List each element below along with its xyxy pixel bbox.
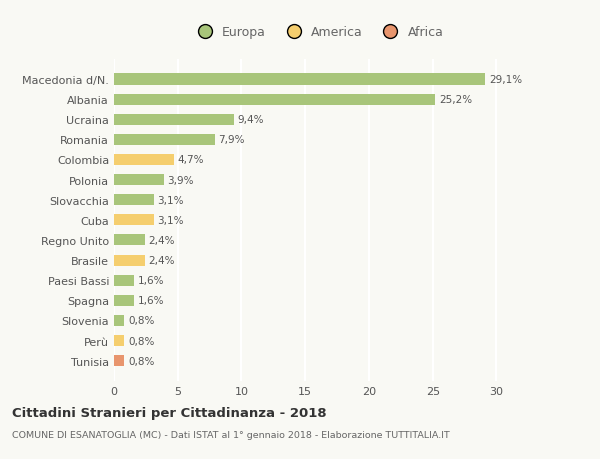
Text: 4,7%: 4,7% bbox=[178, 155, 204, 165]
Bar bbox=[114, 235, 145, 246]
Bar bbox=[114, 134, 215, 146]
Bar bbox=[114, 295, 134, 306]
Bar bbox=[114, 255, 145, 266]
Bar bbox=[114, 355, 124, 366]
Bar bbox=[114, 74, 485, 85]
Text: 0,8%: 0,8% bbox=[128, 356, 154, 366]
Text: 2,4%: 2,4% bbox=[148, 256, 175, 265]
Text: COMUNE DI ESANATOGLIA (MC) - Dati ISTAT al 1° gennaio 2018 - Elaborazione TUTTIT: COMUNE DI ESANATOGLIA (MC) - Dati ISTAT … bbox=[12, 430, 450, 439]
Text: 7,9%: 7,9% bbox=[218, 135, 245, 145]
Bar bbox=[114, 155, 174, 166]
Text: 3,1%: 3,1% bbox=[157, 215, 184, 225]
Text: 1,6%: 1,6% bbox=[138, 296, 165, 306]
Legend: Europa, America, Africa: Europa, America, Africa bbox=[187, 21, 449, 44]
Bar bbox=[114, 114, 234, 125]
Text: 29,1%: 29,1% bbox=[489, 75, 522, 85]
Text: 0,8%: 0,8% bbox=[128, 316, 154, 326]
Bar bbox=[114, 315, 124, 326]
Bar bbox=[114, 195, 154, 206]
Text: 0,8%: 0,8% bbox=[128, 336, 154, 346]
Bar bbox=[114, 275, 134, 286]
Bar bbox=[114, 174, 164, 186]
Text: 2,4%: 2,4% bbox=[148, 235, 175, 246]
Text: 1,6%: 1,6% bbox=[138, 275, 165, 285]
Text: 25,2%: 25,2% bbox=[439, 95, 472, 105]
Text: 9,4%: 9,4% bbox=[238, 115, 264, 125]
Bar bbox=[114, 335, 124, 346]
Text: 3,1%: 3,1% bbox=[157, 195, 184, 205]
Text: 3,9%: 3,9% bbox=[167, 175, 194, 185]
Text: Cittadini Stranieri per Cittadinanza - 2018: Cittadini Stranieri per Cittadinanza - 2… bbox=[12, 406, 326, 419]
Bar bbox=[114, 215, 154, 226]
Bar bbox=[114, 95, 435, 106]
